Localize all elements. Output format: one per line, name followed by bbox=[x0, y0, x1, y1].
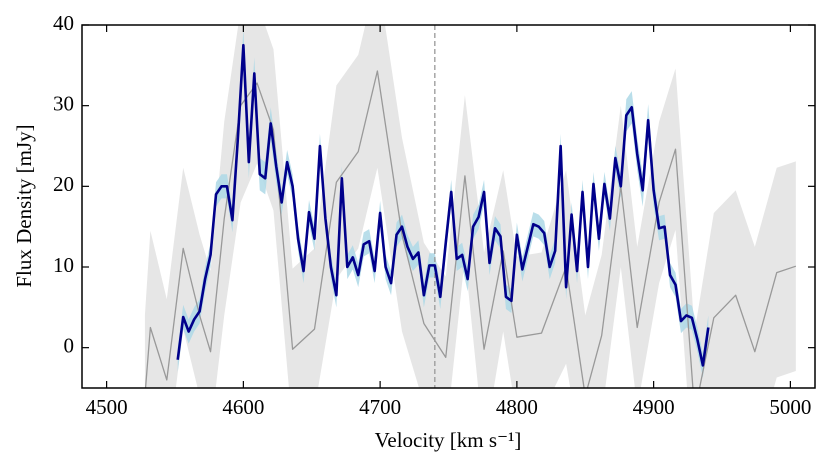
x-tick-label: 4600 bbox=[222, 395, 264, 419]
plot-area bbox=[144, 25, 797, 388]
x-tick-label: 5000 bbox=[769, 395, 811, 419]
x-tick-label: 4700 bbox=[359, 395, 401, 419]
y-tick-label: 10 bbox=[53, 253, 74, 277]
x-tick-label: 4900 bbox=[633, 395, 675, 419]
y-tick-label: 30 bbox=[53, 91, 74, 115]
data-line bbox=[176, 43, 710, 367]
y-tick-label: 40 bbox=[53, 11, 74, 35]
x-axis-label: Velocity [km s⁻¹] bbox=[375, 428, 522, 452]
plot-frame bbox=[81, 24, 816, 389]
x-tick-label: 4800 bbox=[496, 395, 538, 419]
y-tick-label: 0 bbox=[64, 333, 75, 357]
y-axis-label: Flux Density [mJy] bbox=[12, 124, 36, 287]
data-line bbox=[144, 70, 797, 388]
y-tick-label: 20 bbox=[53, 172, 74, 196]
x-tick-label: 4500 bbox=[86, 395, 128, 419]
